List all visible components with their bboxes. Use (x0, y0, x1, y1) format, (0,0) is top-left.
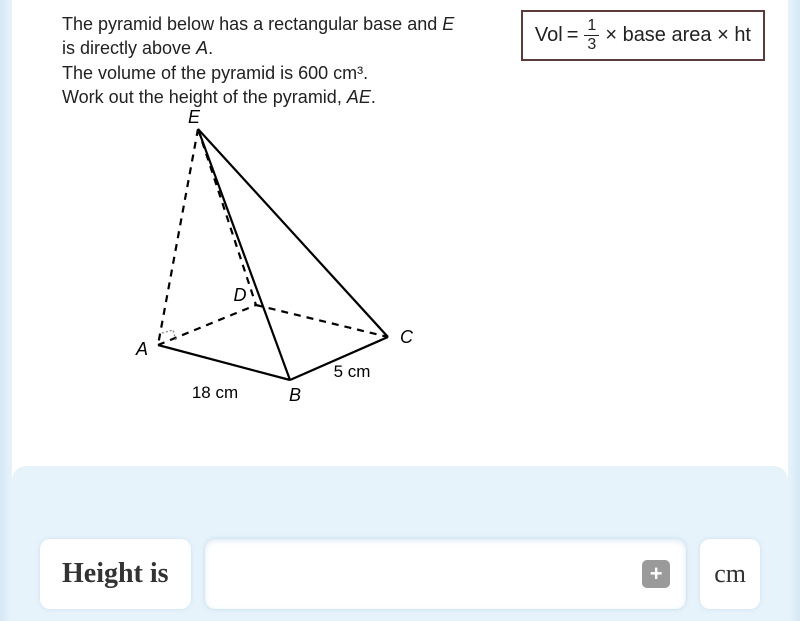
formula-rest: × base area × ht (605, 24, 751, 47)
q-line4-end: . (371, 87, 376, 107)
q-line3-text: The volume of the pyramid is 600 cm³. (62, 63, 368, 83)
dim-AB: 18 cm (192, 383, 238, 402)
edge-EB (198, 129, 290, 380)
q-line2-text: is directly above (62, 38, 196, 58)
formula-fraction: 1 3 (584, 18, 599, 53)
formula-box: Vol = 1 3 × base area × ht (521, 10, 765, 61)
answer-label: Height is (62, 558, 169, 590)
q-line1-text: The pyramid below has a rectangular base… (62, 14, 442, 34)
plus-icon: + (650, 563, 663, 585)
q-line2-end: . (208, 38, 213, 58)
formula-numerator: 1 (584, 18, 599, 36)
label-D: D (234, 285, 247, 305)
q-line4-var: AE (347, 87, 371, 107)
q-line4-text: Work out the height of the pyramid, (62, 87, 347, 107)
plus-button[interactable]: + (642, 560, 670, 588)
answer-panel: Height is + cm (12, 466, 788, 621)
formula-equals: = (567, 24, 579, 47)
formula-denominator: 3 (584, 36, 599, 53)
unit-box: cm (700, 539, 760, 609)
edge-AB (158, 345, 290, 380)
label-A: A (135, 339, 148, 359)
answer-row: Height is + cm (40, 539, 760, 609)
label-C: C (400, 327, 414, 347)
edge-DC (256, 305, 388, 337)
q-line1-var: E (442, 14, 454, 34)
dim-BC: 5 cm (334, 362, 371, 381)
q-line2-var: A (196, 38, 208, 58)
label-E: E (188, 107, 201, 127)
right-edge-decoration (788, 0, 800, 621)
height-input[interactable] (221, 539, 643, 609)
answer-label-box: Height is (40, 539, 191, 609)
formula-vol: Vol (535, 24, 563, 47)
edge-EC (198, 129, 388, 337)
edge-AD (158, 305, 256, 345)
pyramid-svg: E A B C D 18 cm 5 cm (120, 105, 430, 415)
pyramid-diagram: E A B C D 18 cm 5 cm (120, 105, 430, 415)
answer-input-box[interactable]: + (205, 539, 687, 609)
edge-EA (158, 129, 198, 345)
question-text: The pyramid below has a rectangular base… (62, 12, 482, 109)
left-edge-decoration (0, 0, 12, 621)
label-B: B (289, 385, 301, 405)
unit-label: cm (714, 559, 746, 589)
